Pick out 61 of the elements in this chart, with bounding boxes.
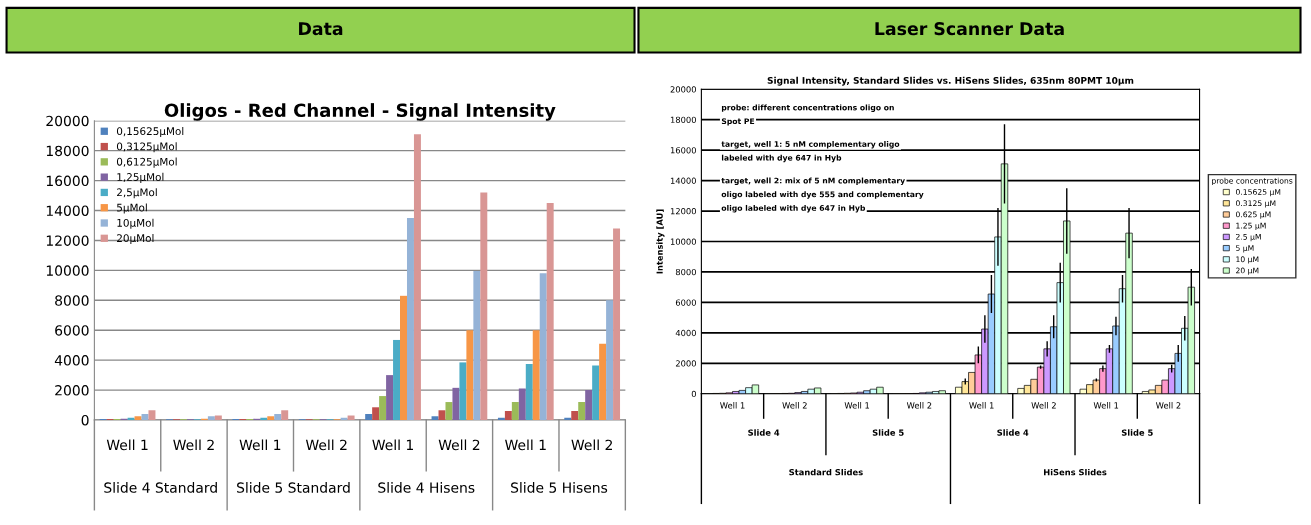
x-tick-label: Well 2 — [438, 439, 480, 451]
y-tick-label: 18000 — [46, 145, 89, 157]
y-tick-label: 12000 — [670, 208, 696, 215]
x-tick-label: Well 2 — [571, 439, 612, 451]
x-tick-label: Well 2 — [1031, 402, 1056, 409]
text: Standard Slides — [789, 468, 863, 476]
x-tick-label: Well 1 — [372, 439, 413, 451]
x-tick-label: Well 1 — [505, 439, 546, 451]
y-tick-label: 10000 — [46, 265, 89, 276]
legend-label: 0,15625µMol — [116, 127, 184, 138]
text: Slide 5 — [872, 429, 904, 436]
legend-label: 1,25µMol — [117, 172, 164, 183]
y-tick-label: 6000 — [55, 325, 89, 336]
legend-label: 20µMol — [117, 234, 154, 245]
y-tick-label: 20000 — [670, 86, 696, 93]
legend-label: 0,6125µMol — [116, 157, 177, 168]
y-tick-label: 0 — [81, 414, 89, 426]
legend-label: 10µMol — [117, 218, 154, 229]
y-tick-label: 8000 — [55, 295, 89, 306]
x-tick-label: Well 1 — [969, 402, 994, 409]
x-tick-label: Well 2 — [906, 402, 932, 409]
chart-title: Laser Scanner Data — [875, 22, 1064, 36]
x-tick-label: Well 1 — [720, 402, 745, 409]
x-tick-label: Well 2 — [173, 439, 214, 451]
text: Slide 4 Standard — [104, 482, 217, 493]
x-tick-label: Well 1 — [106, 439, 148, 451]
text: Slide 5 Hisens — [511, 482, 608, 493]
x-tick-label: Well 2 — [782, 402, 807, 409]
text: Slide 5 Standard — [237, 482, 350, 493]
text: HiSens Slides — [1044, 468, 1107, 476]
y-tick-label: 6000 — [675, 299, 696, 306]
y-tick-label: 10000 — [670, 238, 696, 245]
y-tick-label: 12000 — [46, 235, 89, 246]
y-tick-label: 2000 — [675, 360, 696, 367]
chart-subtitle: Oligos - Red Channel - Signal Intensity — [164, 103, 556, 121]
x-tick-label: Well 1 — [239, 439, 281, 451]
y-tick-label: 16000 — [46, 175, 89, 187]
y-axis-title: Intensity [AU] — [656, 209, 665, 274]
x-tick-label: Well 2 — [1155, 402, 1181, 409]
text: Slide 5 — [1121, 429, 1153, 436]
y-tick-label: 14000 — [46, 205, 89, 216]
y-tick-label: 4000 — [54, 355, 89, 366]
y-tick-label: 2000 — [55, 385, 89, 396]
y-tick-label: 18000 — [670, 116, 696, 123]
text: Slide 4 Hisens — [378, 482, 475, 493]
y-tick-label: 8000 — [675, 268, 696, 276]
legend-label: 5µMol — [117, 203, 147, 214]
y-tick-label: 16000 — [670, 147, 696, 154]
x-tick-label: Well 1 — [844, 402, 870, 409]
text: Slide 4 — [748, 429, 780, 436]
y-tick-label: 0 — [691, 390, 696, 398]
legend-label: 2,5µMol — [117, 188, 157, 199]
chart-subtitle: Signal Intensity, Standard Slides vs. HiSens Slides, 635nm 80PMT 10µm — [767, 76, 1134, 86]
text: Slide 4 — [997, 429, 1029, 436]
y-tick-label: 20000 — [46, 115, 89, 127]
x-tick-label: Well 1 — [1093, 402, 1119, 409]
x-tick-label: Well 2 — [305, 439, 347, 451]
chart-title: Data — [299, 22, 343, 36]
y-tick-label: 14000 — [670, 177, 696, 184]
y-tick-label: 4000 — [675, 329, 696, 337]
legend-label: 0,3125µMol — [116, 142, 177, 153]
